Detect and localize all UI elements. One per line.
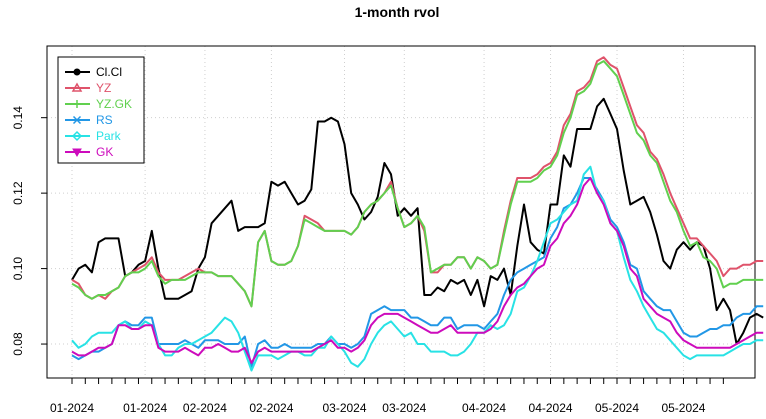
series-line-gk [71, 177, 764, 364]
legend: Cl.Cl YZ YZ.GK RS Park GK [57, 56, 145, 164]
x-tick-label: 04-2024 [529, 401, 573, 415]
legend-label-3: RS [96, 113, 113, 127]
legend-label-2: YZ.GK [96, 97, 132, 111]
series-line-rs [71, 177, 764, 368]
legend-label-1: YZ [96, 81, 111, 95]
y-tick-label: 0.14 [11, 106, 25, 130]
axes: 0.08 0.10 0.12 0.14 01-2024 01-2024 02-2024 02-… [11, 106, 730, 415]
series-line-yz-gk [71, 60, 764, 308]
legend-label-0: Cl.Cl [96, 65, 122, 79]
y-tick-label: 0.08 [11, 332, 25, 356]
chart-title: 1-month rvol [355, 4, 440, 20]
x-tick-label: 01-2024 [123, 401, 167, 415]
x-tick-label: 04-2024 [462, 401, 506, 415]
legend-diamond-marker-icon [71, 130, 83, 142]
x-tick-label: 03-2024 [382, 401, 426, 415]
x-tick-label: 02-2024 [183, 401, 227, 415]
x-tick-label: 01-2024 [50, 401, 94, 415]
x-tick-label: 02-2024 [249, 401, 293, 415]
legend-triangle-marker-icon [71, 82, 83, 92]
y-tick-label: 0.12 [11, 181, 25, 205]
legend-label-5: GK [96, 145, 113, 159]
legend-box [57, 56, 145, 164]
x-tick-label: 05-2024 [595, 401, 639, 415]
legend-cross-marker-icon [72, 115, 82, 125]
legend-triangle-down-marker-icon [72, 148, 82, 158]
x-tick-label: 03-2024 [322, 401, 366, 415]
legend-dot-marker-icon [73, 68, 81, 76]
legend-plus-marker-icon [73, 100, 81, 108]
y-tick-label: 0.10 [11, 257, 25, 281]
series-line-cl-cl [71, 97, 764, 345]
series-lines [71, 56, 764, 372]
legend-label-4: Park [96, 129, 122, 143]
series-line-park [71, 165, 764, 372]
x-tick-label: 05-2024 [661, 401, 705, 415]
